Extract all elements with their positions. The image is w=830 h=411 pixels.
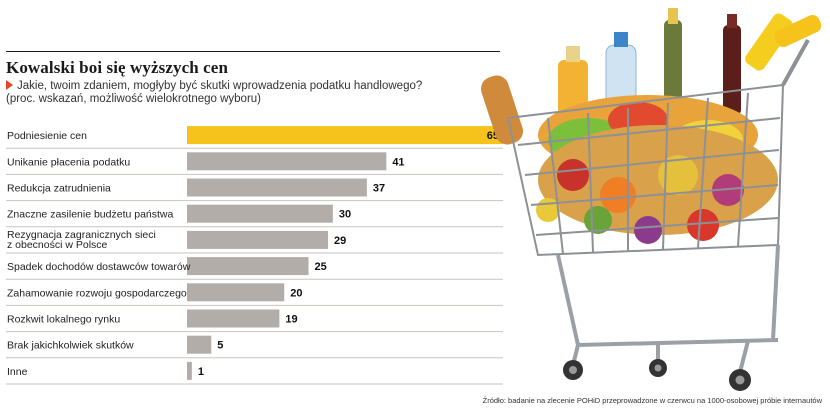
category-label: Rozkwit lokalnego rynku [7, 314, 120, 326]
category-label: Podniesienie cen [7, 130, 87, 142]
category-label: Redukcja zatrudnienia [7, 183, 111, 195]
bar [187, 126, 503, 145]
groceries-icon [480, 8, 793, 244]
value-label: 37 [373, 183, 385, 195]
category-label: Inne [7, 366, 28, 378]
top-rule [6, 51, 500, 52]
category-label: Unikanie płacenia podatku [7, 156, 130, 168]
question-text: Jakie, twoim zdaniem, mogłyby być skutki… [17, 80, 423, 92]
value-label: 5 [217, 340, 223, 352]
chart-question: Jakie, twoim zdaniem, mogłyby być skutki… [6, 79, 422, 93]
chart-title: Kowalski boi się wyższych cen [6, 58, 229, 77]
category-label: Brak jakichkolwiek skutków [7, 340, 134, 352]
chart-note: (proc. wskazań, możliwość wielokrotnego … [6, 93, 262, 105]
value-label: 19 [285, 314, 297, 326]
bar [187, 152, 387, 171]
value-label: 29 [334, 235, 346, 247]
category-label: Zahamowanie rozwoju gospodarczego [7, 287, 187, 299]
source-note: Źródło: badanie na zlecenie POHiD przepr… [482, 396, 822, 405]
triangle-bullet-icon [6, 80, 13, 90]
cart-wheels-icon [563, 359, 751, 391]
category-label: Spadek dochodów dostawców towarów [7, 261, 191, 273]
bar [187, 361, 192, 380]
bar [187, 335, 212, 354]
value-label: 30 [339, 209, 351, 221]
category-label: Rezygnacja zagranicznych sieci z obecnośc… [7, 229, 156, 251]
bar [187, 257, 309, 276]
value-label: 25 [315, 261, 327, 273]
value-label: 41 [392, 156, 404, 168]
category-label-line: Rezygnacja zagranicznych sieci [7, 229, 156, 241]
bar [187, 178, 367, 197]
bar [187, 309, 280, 328]
cart-basket-icon [506, 83, 785, 257]
shopping-cart-illustration [480, 8, 822, 391]
bar [187, 283, 285, 302]
value-label: 20 [290, 287, 302, 299]
bar [187, 230, 328, 249]
bar [187, 204, 333, 223]
value-label: 1 [198, 366, 204, 378]
category-label-line: z obecności w Polsce [7, 239, 108, 251]
category-label: Znaczne zasilenie budżetu państwa [7, 209, 174, 221]
cart-frame-icon [556, 244, 780, 373]
